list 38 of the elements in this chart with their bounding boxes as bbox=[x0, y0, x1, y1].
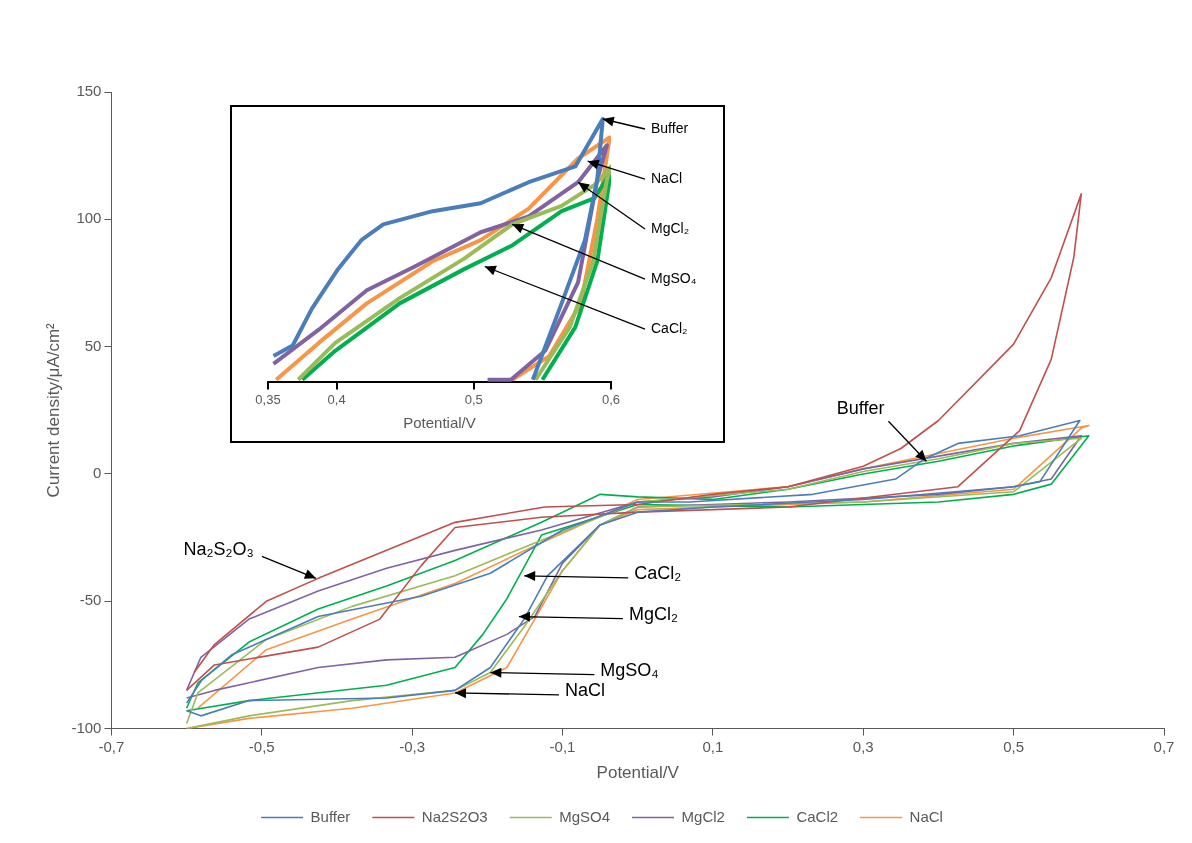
x-tick-label: 0,3 bbox=[852, 737, 874, 755]
x-tick-label: 0,1 bbox=[702, 737, 724, 755]
annotation: Na₂S₂O₃ bbox=[183, 539, 254, 560]
annotation: NaCl bbox=[565, 679, 606, 700]
x-axis-title: Potential/V bbox=[403, 414, 476, 432]
annotation: MgSO₄ bbox=[600, 659, 659, 680]
x-tick-label: -0,3 bbox=[399, 737, 426, 755]
x-tick-label: 0,7 bbox=[1153, 737, 1175, 755]
annotation: Buffer bbox=[651, 119, 689, 136]
legend-label: Buffer bbox=[310, 807, 351, 825]
x-axis-title: Potential/V bbox=[596, 763, 680, 783]
annotation: CaCl₂ bbox=[634, 562, 682, 583]
y-axis-title: Current density/μA/cm² bbox=[43, 322, 63, 498]
y-tick-label: 150 bbox=[76, 82, 102, 100]
legend-label: Na2S2O3 bbox=[421, 807, 488, 825]
annotation: MgCl₂ bbox=[628, 603, 678, 624]
annotation: MgCl₂ bbox=[651, 219, 690, 236]
x-tick-label: 0,35 bbox=[255, 391, 281, 407]
x-tick-label: 0,4 bbox=[327, 391, 346, 407]
legend-label: CaCl2 bbox=[796, 807, 839, 825]
x-tick-label: -0,7 bbox=[98, 737, 125, 755]
y-tick-label: -50 bbox=[79, 591, 102, 609]
x-tick-label: 0,5 bbox=[464, 391, 483, 407]
annotation: CaCl₂ bbox=[651, 320, 688, 337]
x-tick-label: 0,6 bbox=[601, 391, 621, 407]
y-tick-label: 50 bbox=[84, 336, 102, 354]
annotation: Buffer bbox=[836, 398, 885, 419]
y-tick-label: -100 bbox=[71, 718, 102, 736]
x-tick-label: 0,5 bbox=[1003, 737, 1025, 755]
legend-label: NaCl bbox=[909, 807, 943, 825]
legend-label: MgCl2 bbox=[681, 807, 725, 825]
annotation: NaCl bbox=[651, 169, 683, 186]
annotation: MgSO₄ bbox=[651, 270, 697, 286]
legend-label: MgSO4 bbox=[559, 807, 611, 825]
y-tick-label: 0 bbox=[93, 464, 102, 482]
x-tick-label: -0,1 bbox=[549, 737, 576, 755]
y-tick-label: 100 bbox=[76, 209, 102, 227]
x-tick-label: -0,5 bbox=[248, 737, 275, 755]
